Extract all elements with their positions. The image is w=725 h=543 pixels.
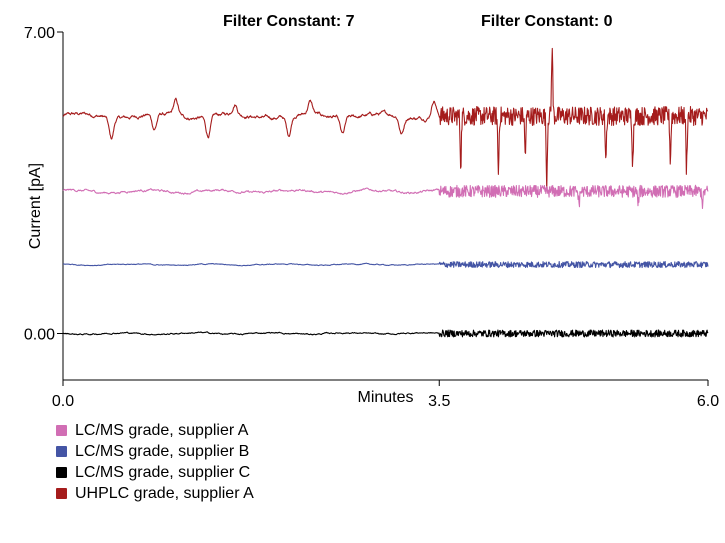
series-line-1 [62, 184, 709, 210]
legend-swatch [56, 446, 67, 457]
y-tick-label: 7.00 [24, 25, 55, 42]
series-layer [62, 47, 709, 338]
legend-label: LC/MS grade, supplier A [75, 421, 249, 439]
annotation: Filter Constant: 0 [481, 13, 613, 30]
legend-item: UHPLC grade, supplier A [56, 483, 254, 504]
axes [57, 31, 709, 386]
chart: 0.00 7.00 0.0 3.5 6.0 Minutes Current [pA] Filt… [24, 13, 719, 410]
y-tick-label: 0.00 [24, 326, 55, 343]
legend-item: LC/MS grade, supplier C [56, 462, 254, 483]
legend-swatch [56, 467, 67, 478]
series-line-3 [62, 329, 709, 338]
legend-label: LC/MS grade, supplier C [75, 463, 251, 481]
x-tick-label: 6.0 [697, 393, 719, 410]
annotation: Filter Constant: 7 [223, 13, 355, 30]
legend-item: LC/MS grade, supplier B [56, 441, 254, 462]
legend-item: LC/MS grade, supplier A [56, 420, 254, 441]
legend-swatch [56, 425, 67, 436]
series-line-0 [62, 47, 709, 191]
series-line-2 [62, 261, 709, 269]
legend-swatch [56, 488, 67, 499]
legend-label: UHPLC grade, supplier A [75, 484, 254, 502]
x-tick-label: 3.5 [428, 393, 450, 410]
legend-label: LC/MS grade, supplier B [75, 442, 250, 460]
labels: 0.00 7.00 0.0 3.5 6.0 Minutes Current [pA] Filt… [24, 13, 719, 410]
legend: LC/MS grade, supplier A LC/MS grade, supp… [56, 420, 254, 504]
x-tick-label: 0.0 [52, 393, 74, 410]
y-axis-title: Current [pA] [27, 163, 44, 249]
x-axis-title: Minutes [357, 389, 413, 406]
